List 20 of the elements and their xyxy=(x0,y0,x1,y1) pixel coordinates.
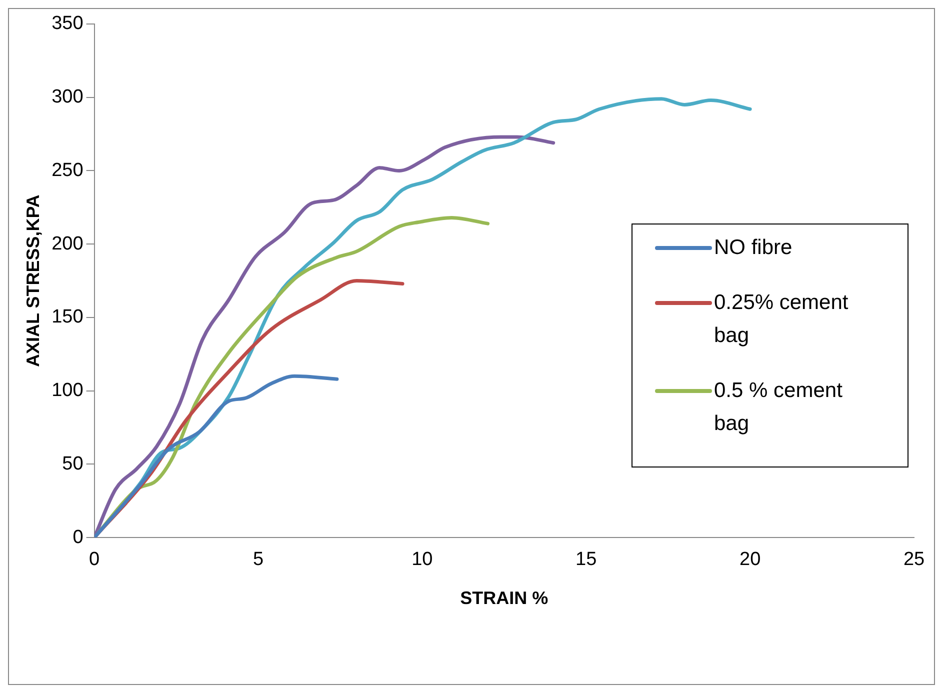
legend-label: NO fibre xyxy=(714,236,792,259)
x-tick-label: 10 xyxy=(412,549,433,570)
y-tick-label: 350 xyxy=(52,13,84,34)
x-tick-label: 15 xyxy=(576,549,597,570)
x-tick-label: 5 xyxy=(252,549,264,570)
y-tick-label: 150 xyxy=(52,306,84,328)
x-tick-label: 0 xyxy=(89,549,100,570)
y-axis-title: AXIAL STRESS,KPA xyxy=(22,194,43,367)
x-tick-label: 20 xyxy=(739,549,761,570)
y-tick-label: 100 xyxy=(52,380,84,402)
y-tick-label: 0 xyxy=(72,526,84,548)
legend-label: 0.5 % cement bag xyxy=(714,378,843,435)
x-tick-label: 25 xyxy=(903,549,925,570)
x-axis-title: STRAIN % xyxy=(460,588,548,608)
legend-label: 0.25% cement bag xyxy=(714,290,848,347)
y-tick-label: 300 xyxy=(52,86,84,108)
y-tick-label: 250 xyxy=(52,160,84,181)
y-tick-label: 50 xyxy=(62,453,84,474)
line-series xyxy=(94,374,339,538)
y-tick-label: 200 xyxy=(52,233,84,254)
